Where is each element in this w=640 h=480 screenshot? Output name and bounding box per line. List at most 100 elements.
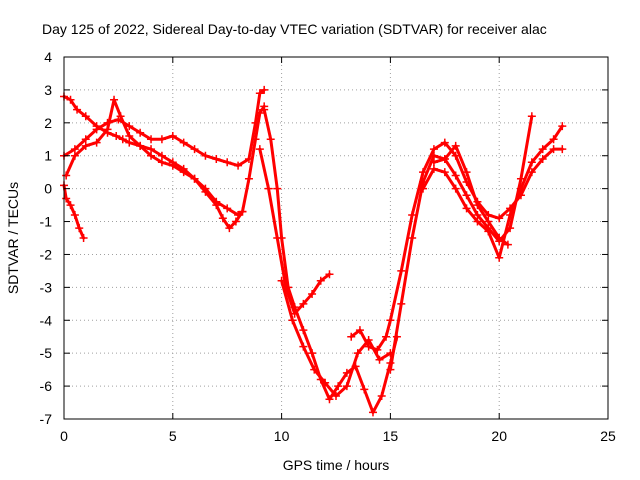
data-point-marker: [386, 316, 395, 325]
data-point-marker: [484, 217, 493, 226]
series-track-8: [347, 138, 567, 354]
data-point-marker: [360, 385, 369, 394]
data-point-marker: [299, 326, 308, 335]
data-point-marker: [75, 224, 84, 233]
data-point-marker: [273, 184, 282, 193]
data-point-marker: [147, 151, 156, 160]
data-point-marker: [538, 155, 547, 164]
axes: 0 5 10 15 20 25 -7 -6 -5 -4 -3 -2 -1 0 1 2 3 4: [40, 49, 616, 444]
series-line: [62, 183, 86, 240]
x-tick-label: 10: [274, 428, 290, 444]
data-point-marker: [73, 105, 82, 114]
data-point-marker: [364, 342, 373, 351]
data-point-marker: [321, 378, 330, 387]
series-track-1: [60, 181, 88, 242]
data-point-marker: [462, 168, 471, 177]
data-point-marker: [234, 210, 243, 219]
data-point-marker: [429, 158, 438, 167]
data-point-marker: [190, 145, 199, 154]
series-line: [262, 108, 399, 414]
data-point-marker: [136, 128, 145, 137]
data-point-marker: [179, 168, 188, 177]
data-point-marker: [549, 135, 558, 144]
x-tick-label: 20: [491, 428, 507, 444]
y-tick-label: 4: [44, 49, 52, 65]
y-tick-label: 0: [44, 181, 52, 197]
data-point-marker: [112, 131, 121, 140]
data-point-marker: [273, 234, 282, 242]
series-track-7: [277, 276, 395, 400]
data-point-marker: [382, 332, 391, 341]
y-tick-label: 3: [44, 82, 52, 98]
data-point-marker: [373, 345, 382, 354]
data-point-marker: [473, 217, 482, 226]
data-point-marker: [110, 95, 119, 104]
series-track-3: [60, 85, 269, 170]
data-point-marker: [238, 207, 247, 216]
data-point-marker: [440, 138, 449, 147]
series-track-4: [62, 95, 247, 219]
data-point-marker: [375, 355, 384, 364]
data-point-marker: [355, 326, 364, 335]
data-point-marker: [332, 391, 340, 400]
y-tick-label: 1: [44, 148, 52, 164]
data-point-marker: [157, 135, 166, 144]
data-point-marker: [299, 342, 308, 351]
data-point-marker: [201, 151, 210, 160]
data-point-marker: [316, 276, 325, 285]
series-track-10: [419, 122, 567, 262]
data-point-marker: [103, 125, 112, 134]
data-point-marker: [462, 204, 471, 213]
y-tick-label: -4: [40, 312, 53, 328]
data-point-marker: [386, 365, 395, 374]
data-point-marker: [66, 201, 75, 210]
data-point-marker: [473, 201, 482, 210]
x-axis-label: GPS time / hours: [283, 457, 390, 473]
series-line: [280, 279, 392, 398]
data-point-marker: [527, 158, 536, 167]
data-point-marker: [116, 112, 125, 121]
data-point-marker: [277, 276, 286, 285]
data-point-marker: [225, 224, 234, 233]
data-point-marker: [251, 118, 260, 127]
data-point-marker: [353, 349, 362, 358]
data-point-marker: [538, 145, 547, 154]
data-point-marker: [334, 382, 343, 391]
data-point-marker: [118, 135, 127, 144]
data-point-marker: [397, 266, 406, 275]
data-point-marker: [66, 95, 75, 104]
data-point-marker: [451, 141, 460, 150]
data-point-marker: [451, 184, 460, 193]
data-point-marker: [347, 332, 356, 341]
data-point-marker: [558, 145, 567, 154]
x-tick-label: 25: [600, 428, 616, 444]
data-point-marker: [264, 184, 273, 193]
y-tick-label: -3: [40, 279, 53, 295]
chart-title: Day 125 of 2022, Sidereal Day-to-day VTE…: [42, 21, 547, 37]
series-group: [60, 85, 567, 417]
series-track-5: [260, 105, 401, 417]
data-point-marker: [558, 122, 567, 131]
series-line: [388, 114, 534, 372]
y-tick-label: -1: [40, 214, 53, 230]
data-point-marker: [451, 171, 460, 180]
data-point-marker: [325, 270, 334, 279]
data-point-marker: [325, 395, 334, 404]
data-point-marker: [419, 184, 428, 193]
data-point-marker: [440, 168, 449, 177]
data-point-marker: [92, 138, 101, 147]
data-point-marker: [484, 227, 493, 236]
x-tick-label: 5: [169, 428, 177, 444]
data-point-marker: [462, 191, 471, 200]
series-line: [258, 147, 331, 316]
series-track-6: [255, 145, 334, 318]
data-point-marker: [212, 197, 221, 206]
data-point-marker: [495, 234, 504, 242]
data-point-marker: [308, 349, 317, 358]
data-point-marker: [440, 155, 449, 164]
y-tick-label: 2: [44, 115, 52, 131]
data-point-marker: [310, 365, 319, 374]
y-tick-label: -7: [40, 411, 53, 427]
series-line: [432, 144, 510, 247]
series-track-11: [429, 141, 512, 249]
